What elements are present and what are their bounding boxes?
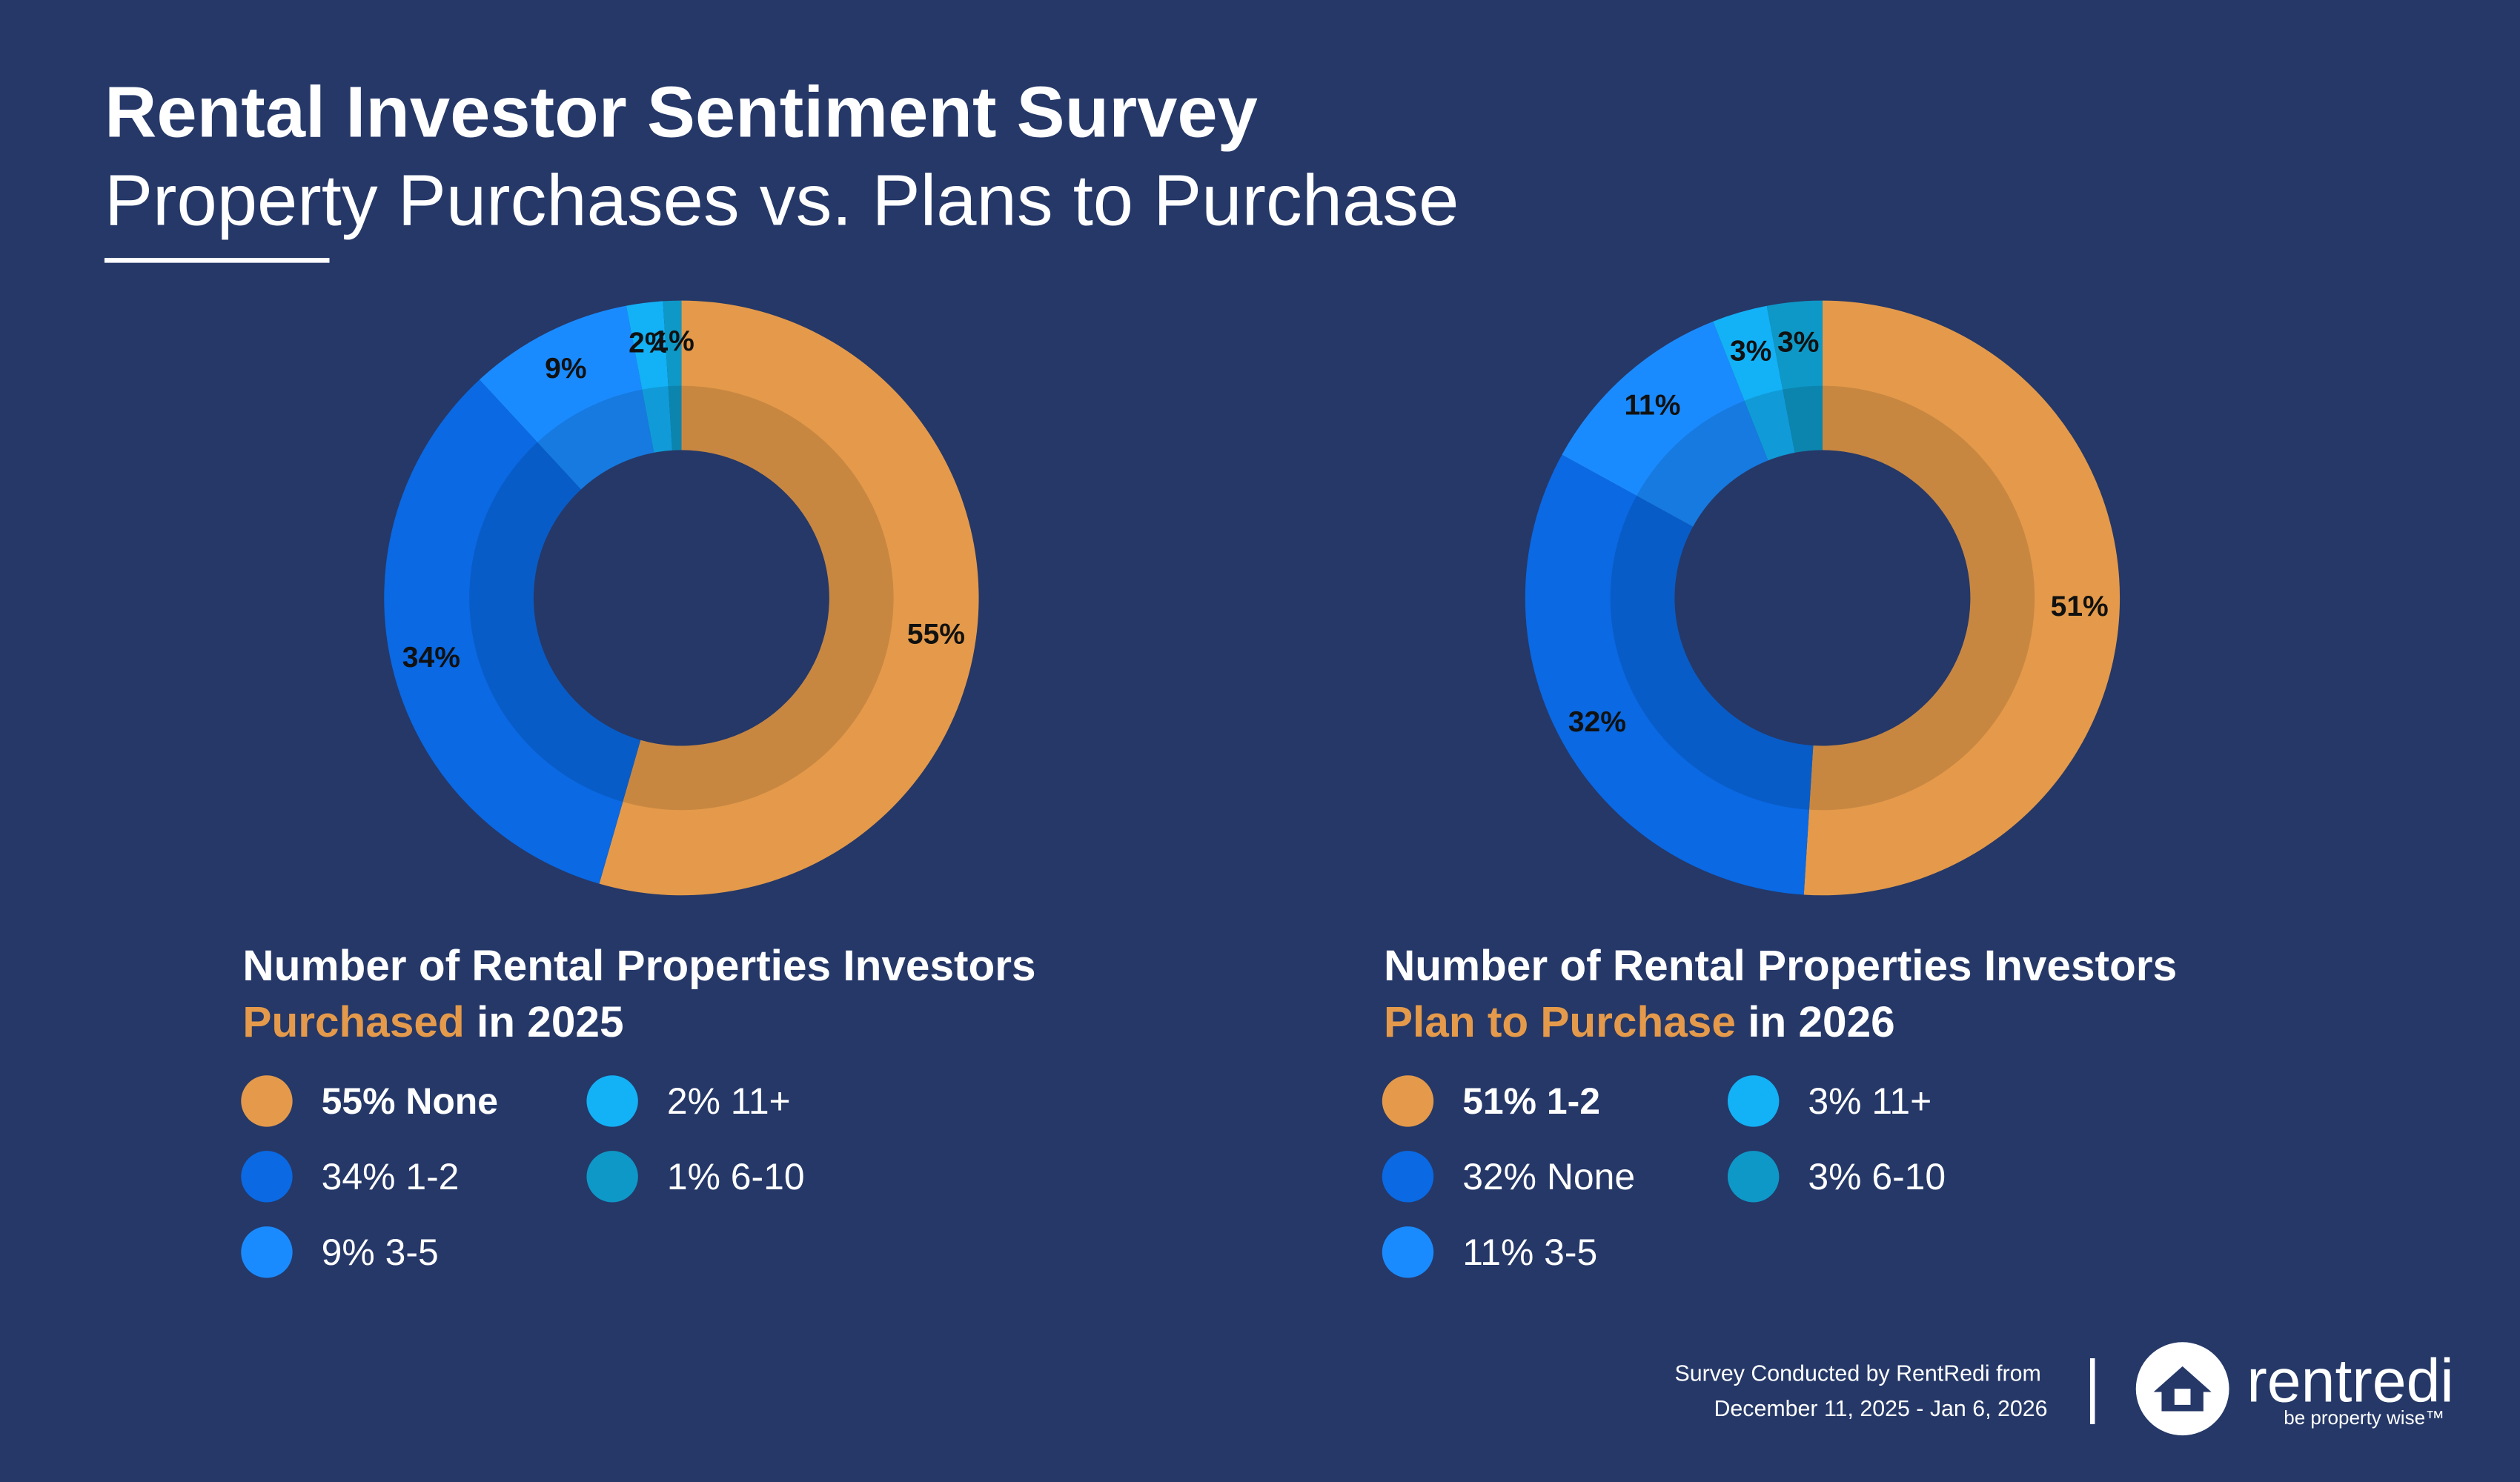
legend-label: 3% 11+: [1808, 1080, 1932, 1122]
data-label: 9%: [545, 353, 586, 385]
chart-title-suffix: in 2025: [477, 998, 624, 1046]
legend-label: 34% 1-2: [322, 1156, 460, 1197]
data-label: 55%: [907, 618, 965, 650]
legend-swatch: [1382, 1151, 1434, 1203]
legend-category: 11+: [1871, 1080, 1932, 1122]
legend-category: 11+: [731, 1080, 791, 1122]
data-label: 2%: [629, 328, 670, 359]
legend-category: 3-5: [1544, 1232, 1597, 1273]
legend-value: 3%: [1808, 1156, 1861, 1197]
legend-value: 55%: [322, 1080, 396, 1122]
donut-segment: [1525, 454, 1814, 895]
legend-label: 1% 6-10: [667, 1156, 805, 1197]
legend-swatch: [241, 1075, 293, 1127]
inner-ring: [469, 442, 641, 803]
legend-label: 3% 6-10: [1808, 1156, 1946, 1197]
chart-title-highlight: Purchased: [242, 998, 464, 1046]
donut-segment: [384, 379, 641, 884]
chart-title-suffix: in 2026: [1748, 998, 1895, 1046]
legend-category: None: [1547, 1156, 1635, 1197]
legend-swatch: [1382, 1226, 1434, 1278]
chart-title: Number of Rental Properties Investors: [242, 942, 1035, 990]
page-subtitle: Property Purchases vs. Plans to Purchase: [105, 160, 1459, 241]
legend-label: 9% 3-5: [322, 1232, 439, 1273]
legend-value: 2%: [667, 1080, 720, 1122]
data-label: 34%: [402, 642, 460, 674]
legend-value: 32%: [1462, 1156, 1536, 1197]
legend-swatch: [1727, 1151, 1780, 1203]
data-label: 11%: [1625, 390, 1681, 422]
legend-value: 51%: [1462, 1080, 1536, 1122]
inner-ring: [1610, 495, 1814, 810]
legend-value: 9%: [322, 1232, 375, 1273]
data-label: 3%: [1730, 336, 1771, 368]
legend-label: 2% 11+: [667, 1080, 791, 1122]
legend-label: 55% None: [322, 1080, 498, 1122]
donut-chart: 55%34%9%2%1%Number of Rental Properties …: [241, 300, 1036, 1278]
inner-ring: [623, 385, 894, 811]
legend-category: 1-2: [405, 1156, 459, 1197]
donut-segment: [663, 300, 682, 451]
data-label: 3%: [1777, 326, 1819, 358]
donut-segment: [1803, 300, 2121, 896]
legend-category: 1-2: [1547, 1080, 1600, 1122]
data-label: 51%: [2051, 591, 2109, 622]
legend-category: None: [405, 1080, 498, 1122]
legend-category: 3-5: [385, 1232, 439, 1273]
donut-segment: [1766, 300, 1823, 453]
charts: 55%34%9%2%1%Number of Rental Properties …: [241, 300, 2177, 1278]
chart-title: Plan to Purchase in 2026: [1384, 998, 1895, 1046]
donut-segment: [626, 301, 672, 453]
legend-label: 51% 1-2: [1462, 1080, 1600, 1122]
legend-value: 3%: [1808, 1080, 1861, 1122]
chart-title: Number of Rental Properties Investors: [1384, 942, 2177, 990]
inner-ring: [1808, 385, 2035, 811]
legend-swatch: [1727, 1075, 1780, 1127]
legend-swatch: [241, 1151, 293, 1203]
chart-title-highlight: Plan to Purchase: [1384, 998, 1736, 1046]
legend-swatch: [241, 1226, 293, 1278]
donut-segment: [599, 300, 979, 896]
legend-swatch: [586, 1151, 638, 1203]
legend-swatch: [1382, 1075, 1434, 1127]
donut-segment: [479, 305, 654, 490]
logo-tagline: be property wise™: [2284, 1406, 2444, 1429]
logo-icon: [2135, 1342, 2229, 1436]
legend-value: 34%: [322, 1156, 396, 1197]
legend-value: 11%: [1462, 1232, 1533, 1273]
data-label: 1%: [652, 325, 694, 357]
chart-title: Purchased in 2025: [242, 998, 623, 1046]
donut-segment: [1562, 321, 1768, 527]
inner-ring: [1783, 385, 1823, 453]
legend-label: 32% None: [1462, 1156, 1635, 1197]
inner-ring: [1637, 400, 1768, 527]
inner-ring: [642, 386, 672, 453]
footer-line: December 11, 2025 - Jan 6, 2026: [1714, 1397, 2048, 1421]
legend-swatch: [586, 1075, 638, 1127]
footer-line: Survey Conducted by RentRedi from: [1674, 1361, 2040, 1386]
inner-ring: [537, 389, 654, 490]
legend-category: 6-10: [1871, 1156, 1946, 1197]
inner-ring: [668, 385, 682, 451]
donut-segment: [1713, 305, 1795, 461]
page-title: Rental Investor Sentiment Survey: [105, 71, 1258, 152]
legend-category: 6-10: [731, 1156, 805, 1197]
legend-value: 1%: [667, 1156, 720, 1197]
data-label: 32%: [1568, 706, 1626, 738]
logo-name: rentredi: [2247, 1347, 2453, 1415]
donut-chart: 51%32%11%3% 3%Number of Rental Properties…: [1382, 300, 2177, 1278]
inner-ring: [1744, 389, 1795, 461]
legend-label: 11% 3-5: [1462, 1232, 1597, 1273]
